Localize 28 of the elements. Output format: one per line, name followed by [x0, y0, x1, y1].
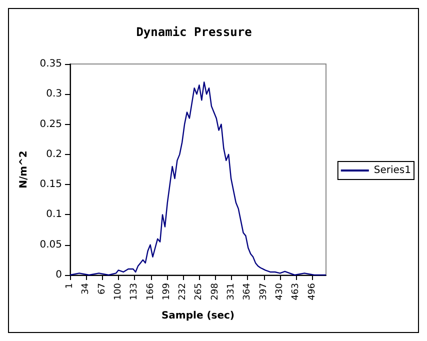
x-tick-label: 67: [97, 283, 108, 294]
x-tick-label: 199: [162, 282, 172, 300]
x-tick-label: 364: [242, 282, 253, 300]
legend-label: Series1: [374, 165, 412, 176]
y-tick-label: 0.2: [46, 148, 62, 160]
y-tick-label: 0.1: [46, 209, 62, 220]
chart-title: Dynamic Pressure: [136, 25, 252, 39]
x-tick-label: 34: [81, 282, 92, 294]
x-tick-label: 430: [274, 282, 285, 300]
x-tick-label: 100: [113, 282, 124, 300]
x-tick-label: 232: [178, 283, 188, 300]
y-tick-label: 0.15: [40, 179, 62, 190]
x-tick-label: 331: [226, 283, 237, 300]
x-tick-label: 397: [258, 283, 269, 300]
x-tick-label: 1: [65, 283, 75, 289]
y-tick-label: 0.35: [40, 58, 62, 70]
x-tick-label: 463: [291, 283, 302, 300]
x-tick-label: 298: [210, 282, 220, 300]
y-tick-label: 0.3: [46, 88, 62, 100]
y-tick-label: 0.05: [40, 239, 62, 250]
x-axis-title: Sample (sec): [161, 310, 235, 322]
x-tick-label: 496: [307, 282, 318, 300]
y-axis-title: N/m^2: [18, 150, 30, 188]
x-tick-label: 265: [194, 283, 204, 300]
y-tick-label: 0.25: [40, 118, 62, 130]
x-tick-label: 166: [146, 282, 156, 300]
y-tick-label: 0: [56, 270, 62, 280]
x-tick-label: 133: [130, 283, 140, 300]
